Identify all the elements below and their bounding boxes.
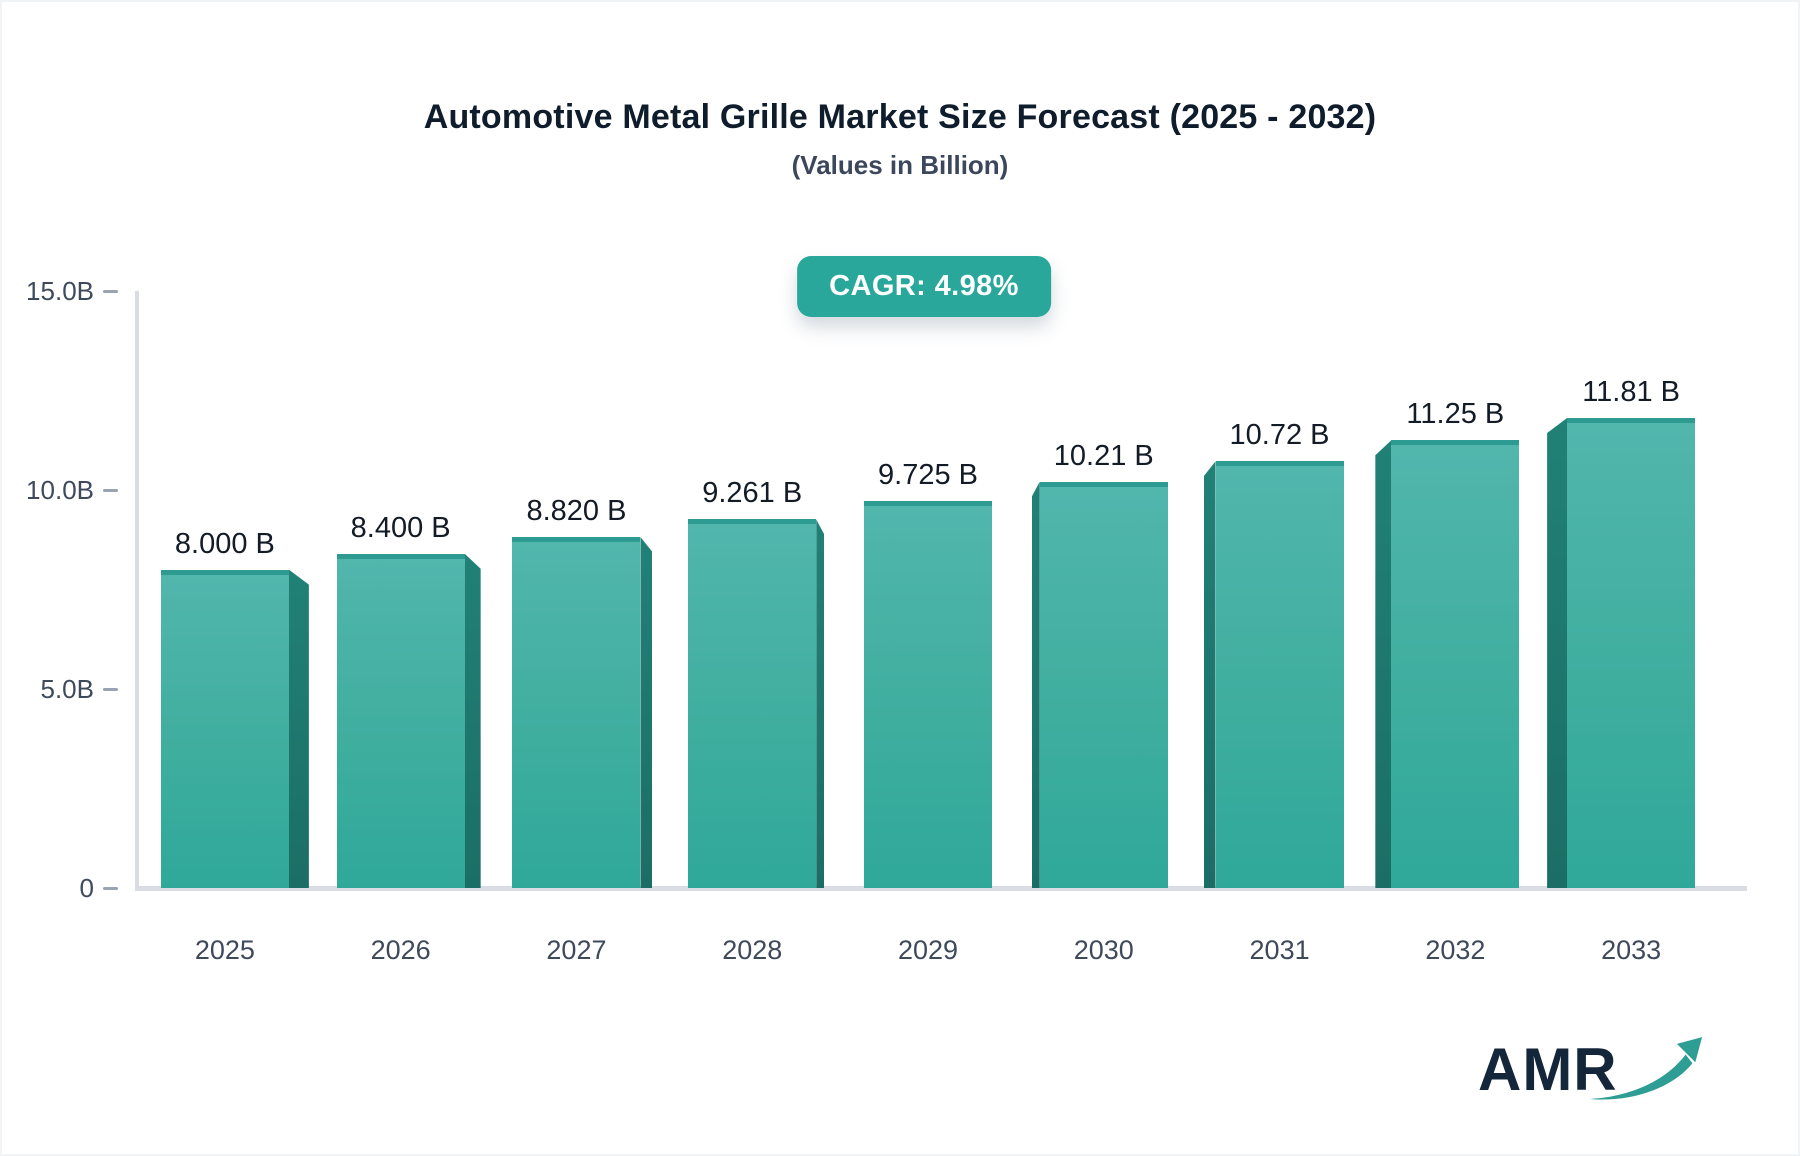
bar-value-label: 11.25 B — [1406, 398, 1505, 431]
amr-logo: AMR — [1478, 1026, 1703, 1103]
x-axis-baseline — [135, 886, 1747, 891]
bar-value-label: 8.820 B — [526, 494, 627, 527]
bar-side-face — [640, 536, 653, 888]
y-tick-label: 15.0B — [26, 276, 94, 306]
y-tick-mark — [103, 289, 118, 293]
y-tick-mark — [103, 687, 118, 691]
bar-side-face — [1031, 481, 1040, 888]
y-axis-line — [135, 291, 139, 888]
bar-2031: 10.72 B — [1203, 419, 1344, 888]
bar-value-label: 9.261 B — [702, 477, 803, 510]
bar-value-label: 9.725 B — [878, 458, 978, 491]
plot-area: 8.000 B 8.400 B 8.820 B 9.261 B 9.725 B 10.21… — [137, 291, 1719, 888]
x-axis-labels: 2025 2026 2027 2028 2029 2030 2031 2032 2033 — [137, 930, 1719, 970]
bar-front-face — [688, 519, 817, 888]
amr-logo-text: AMR — [1478, 1036, 1618, 1103]
bar-2027: 8.820 B — [512, 495, 653, 888]
page-title: Automotive Metal Grille Market Size Fore… — [423, 98, 1377, 136]
bar-side-face — [1375, 440, 1392, 888]
bar-side-face — [464, 553, 481, 888]
bar-value-label: 10.21 B — [1053, 439, 1154, 472]
bar-2025: 8.000 B — [160, 528, 309, 888]
growth-arrow-icon — [1589, 1037, 1703, 1100]
bar-value-label: 8.000 B — [174, 527, 275, 560]
bar-value-label: 10.72 B — [1229, 419, 1330, 452]
bar-2029: 9.725 B — [864, 459, 992, 888]
x-tick-label-2033: 2033 — [1601, 935, 1662, 965]
bar-front-face — [864, 500, 992, 888]
bar-front-face — [1391, 440, 1520, 888]
bar-side-face — [1547, 417, 1568, 888]
bar-front-face — [336, 553, 465, 888]
x-tick-label-2032: 2032 — [1425, 935, 1486, 965]
y-tick-mark — [103, 886, 118, 890]
bar-2028: 9.261 B — [688, 477, 825, 888]
y-tick-label: 10.0B — [26, 475, 94, 505]
bar-value-label: 11.81 B — [1582, 375, 1681, 408]
x-tick-label-2031: 2031 — [1249, 935, 1310, 965]
bar-2026: 8.400 B — [336, 512, 481, 888]
y-tick-label: 5.0B — [40, 674, 95, 704]
page-subtitle: (Values in Billion) — [791, 150, 1009, 180]
x-tick-label-2026: 2026 — [370, 935, 431, 965]
cagr-badge: CAGR: 4.98% — [797, 256, 1051, 317]
bar-front-face — [512, 536, 641, 888]
y-tick-mark — [103, 488, 118, 492]
x-tick-label-2030: 2030 — [1073, 935, 1134, 965]
y-tick-label: 0 — [79, 873, 94, 903]
x-tick-label-2029: 2029 — [897, 935, 959, 965]
bar-side-face — [1203, 461, 1216, 888]
bar-front-face — [1039, 481, 1168, 888]
bar-front-face — [1215, 461, 1344, 888]
bar-side-face — [816, 519, 825, 888]
bar-side-face — [288, 569, 309, 888]
x-tick-label-2025: 2025 — [194, 935, 255, 965]
bar-2033: 11.81 B — [1547, 376, 1696, 888]
bar-front-face — [160, 569, 289, 888]
x-tick-label-2028: 2028 — [722, 935, 783, 965]
bar-2030: 10.21 B — [1031, 440, 1168, 888]
bar-value-label: 8.400 B — [350, 511, 451, 544]
bar-front-face — [1567, 417, 1696, 888]
x-tick-label-2027: 2027 — [546, 935, 607, 965]
bar-2032: 11.25 B — [1375, 398, 1520, 888]
